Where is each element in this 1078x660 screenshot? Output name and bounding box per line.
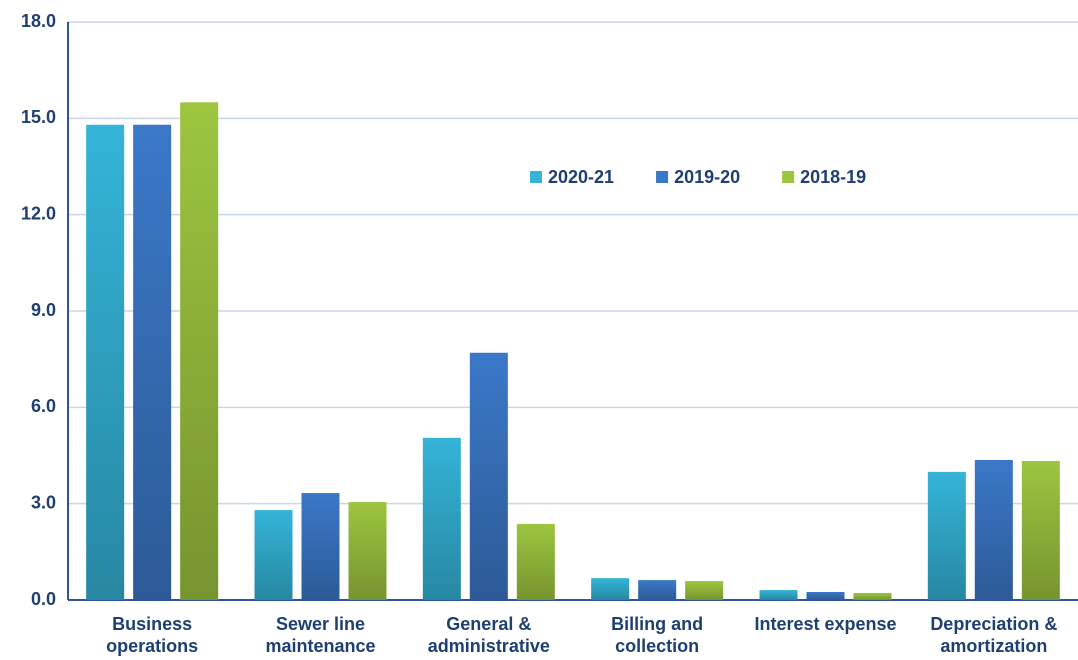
bar (469, 352, 508, 600)
bar (853, 592, 892, 600)
bar (1021, 460, 1060, 600)
x-tick-label: Business operations (106, 614, 199, 656)
legend-label: 2019-20 (674, 167, 740, 187)
x-tick-label: Billing and collection (611, 614, 704, 656)
bar (591, 578, 630, 600)
y-tick-label: 12.0 (21, 203, 56, 223)
bar (86, 124, 125, 600)
y-tick-label: 9.0 (31, 300, 56, 320)
legend-swatch (782, 171, 795, 183)
bar (974, 459, 1013, 600)
bar (685, 581, 724, 600)
x-tick-label: Sewer line maintenance (265, 614, 376, 656)
legend-swatch (530, 171, 542, 183)
legend-swatch (656, 171, 669, 183)
bar (516, 523, 555, 600)
bar (759, 590, 798, 600)
bar (301, 493, 340, 600)
y-tick-label: 0.0 (31, 589, 56, 609)
legend-label: 2018-19 (800, 167, 866, 187)
bar (806, 591, 845, 600)
bar (133, 124, 172, 600)
bar (254, 510, 293, 600)
bar (422, 437, 461, 600)
y-tick-label: 6.0 (31, 396, 56, 416)
legend-label: 2020-21 (548, 167, 614, 187)
bar (927, 471, 966, 600)
x-tick-label: Depreciation & amortization (930, 614, 1058, 656)
y-tick-label: 3.0 (31, 492, 56, 512)
x-tick-label: General & administrative (427, 614, 550, 656)
bar (638, 580, 677, 600)
y-tick-label: 15.0 (21, 107, 56, 127)
bar (180, 102, 219, 601)
bar (348, 502, 387, 600)
y-tick-label: 18.0 (21, 11, 56, 31)
x-tick-label: Interest expense (754, 614, 897, 634)
